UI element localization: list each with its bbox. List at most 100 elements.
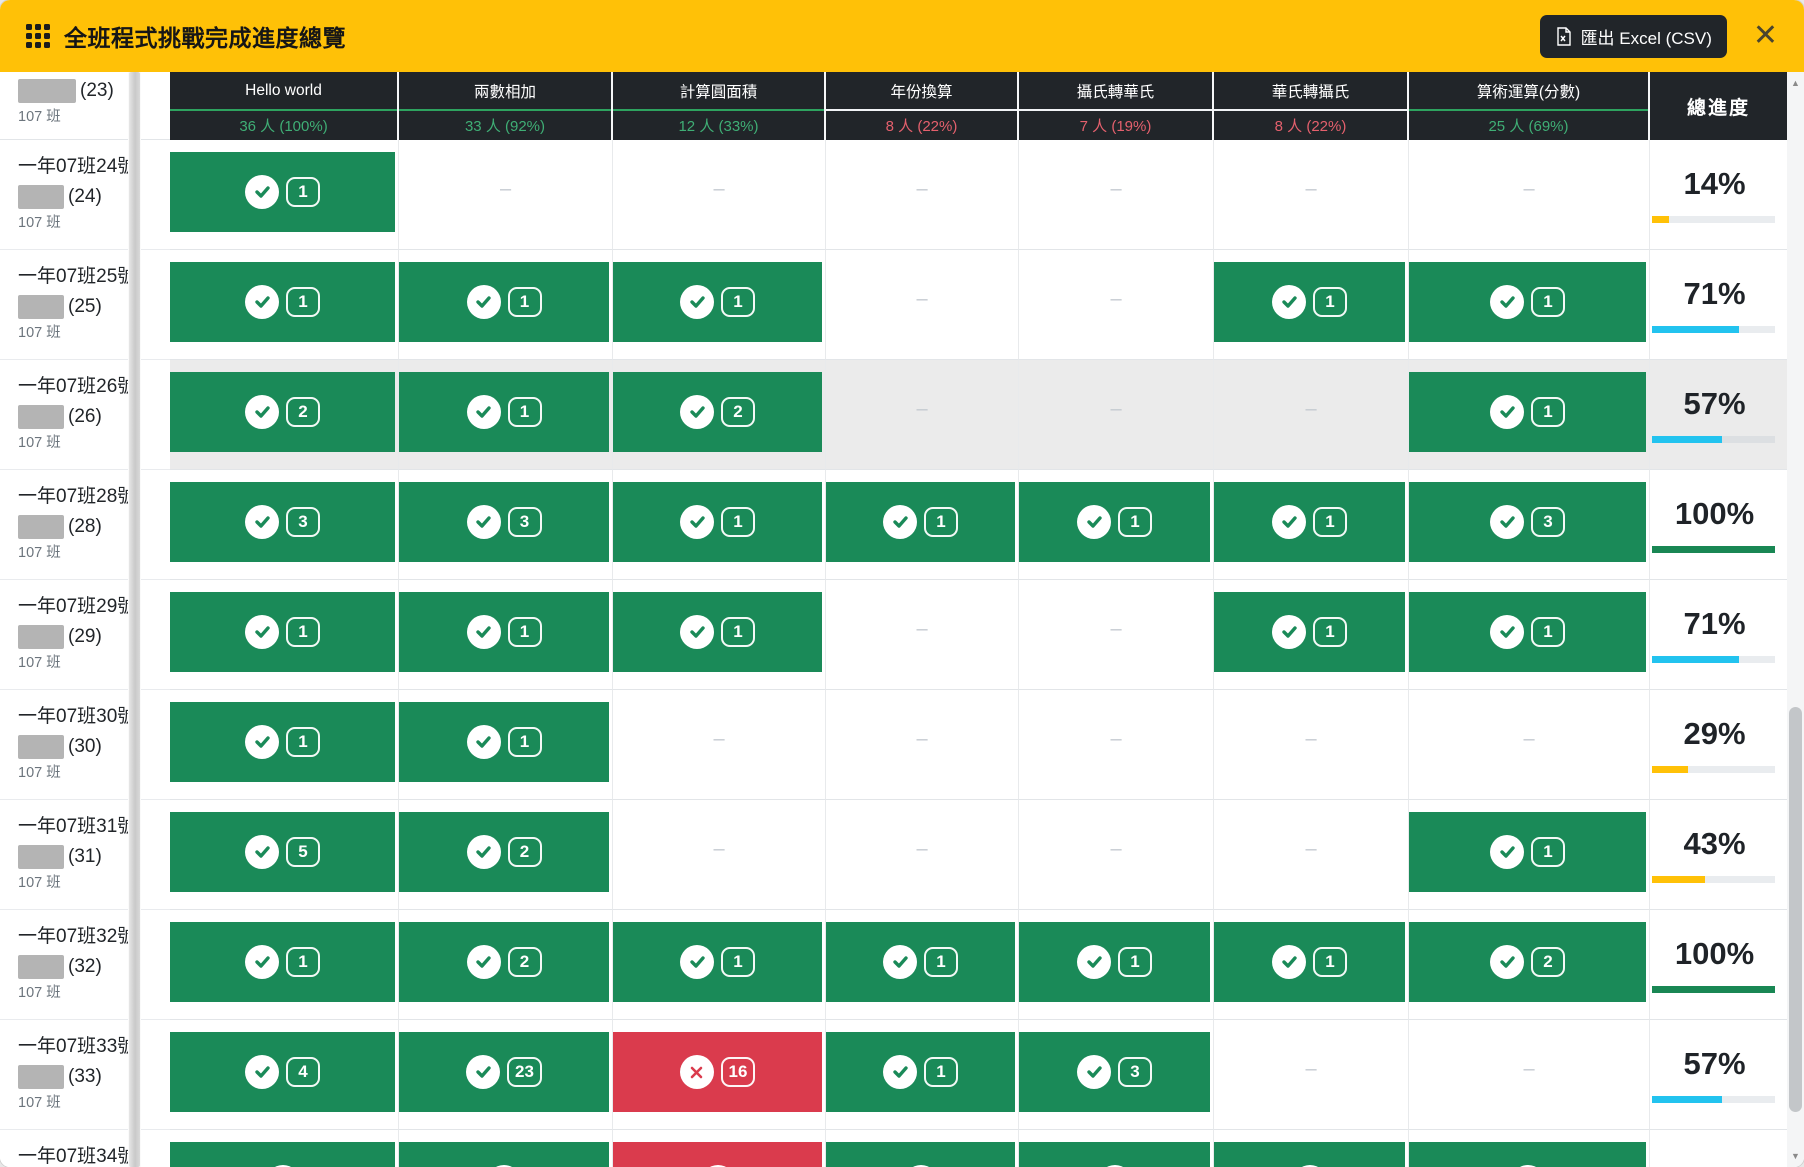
sidebar-student-row: 一年07班31號 (31) 107 班 bbox=[0, 800, 170, 910]
pass-cell-fill: 2 bbox=[399, 812, 609, 892]
export-csv-button[interactable]: 匯出 Excel (CSV) bbox=[1539, 14, 1727, 58]
vertical-scrollbar-thumb[interactable] bbox=[1789, 707, 1802, 1113]
challenge-cell: 2 bbox=[1409, 910, 1650, 1020]
pass-check-icon bbox=[466, 395, 501, 429]
modal-header-left: 全班程式挑戰完成進度總覽 bbox=[26, 19, 346, 53]
challenge-cell: 1 bbox=[1409, 800, 1650, 910]
sidebar-student-partial: (23) 107 班 bbox=[0, 72, 170, 140]
progress-bar-track bbox=[1652, 216, 1775, 223]
pass-check-icon bbox=[1490, 835, 1524, 869]
pass-cell-fill bbox=[826, 1142, 1015, 1167]
pass-check-icon bbox=[466, 945, 501, 979]
empty-cell-dash: – bbox=[1110, 288, 1122, 310]
progress-bar-track bbox=[1652, 546, 1775, 553]
attempt-count-badge: 16 bbox=[720, 1057, 756, 1087]
challenge-cell: 2 bbox=[399, 910, 613, 1020]
empty-cell-dash: – bbox=[916, 618, 928, 640]
attempt-count-badge: 1 bbox=[507, 617, 542, 647]
student-number: (25) bbox=[68, 296, 102, 317]
attempt-count-badge: 1 bbox=[507, 287, 542, 317]
empty-cell-dash: – bbox=[916, 838, 928, 860]
challenge-cell: 1 bbox=[613, 470, 826, 580]
attempt-count-badge: 1 bbox=[286, 287, 320, 317]
scroll-up-icon[interactable]: ▲ bbox=[1791, 78, 1800, 88]
redacted-name bbox=[18, 295, 64, 319]
attempt-count-badge: 1 bbox=[1531, 617, 1565, 647]
pass-check-icon bbox=[680, 945, 714, 979]
pass-cell-fill: 1 bbox=[826, 1032, 1015, 1112]
student-id-line: 一年07班25號 bbox=[18, 266, 137, 287]
pass-cell-fill: 1 bbox=[170, 152, 395, 232]
pass-check-icon bbox=[1490, 615, 1524, 649]
pass-check-icon bbox=[245, 725, 279, 759]
student-class-label: 107 班 bbox=[18, 215, 61, 231]
pass-check-icon bbox=[245, 175, 279, 209]
challenge-cell: – bbox=[826, 580, 1019, 690]
empty-cell-dash: – bbox=[916, 178, 928, 200]
column-header-underline bbox=[1409, 109, 1648, 111]
challenge-cell: 1 bbox=[1214, 250, 1409, 360]
student-class-label: 107 班 bbox=[18, 875, 61, 891]
progress-cell: 14% bbox=[1650, 140, 1787, 250]
scroll-down-icon[interactable]: ▼ bbox=[1791, 1151, 1800, 1161]
sidebar-student-row: 一年07班25號 (25) 107 班 bbox=[0, 250, 170, 360]
challenge-cell: 1 bbox=[826, 470, 1019, 580]
attempt-count-badge: 1 bbox=[721, 617, 755, 647]
pass-cell-fill: 1 bbox=[1214, 922, 1405, 1002]
vertical-scrollbar[interactable]: ▲ ▼ bbox=[1787, 72, 1804, 1167]
attempt-count-badge: 3 bbox=[507, 507, 542, 537]
column-header-label: 算術運算(分數) bbox=[1476, 83, 1581, 101]
close-icon[interactable]: ✕ bbox=[1752, 19, 1778, 52]
empty-cell-dash: – bbox=[499, 178, 512, 200]
challenge-cell bbox=[1019, 1130, 1214, 1167]
pass-cell-fill: 2 bbox=[399, 922, 609, 1002]
redacted-name bbox=[18, 625, 64, 649]
progress-bar-fill bbox=[1652, 326, 1740, 333]
attempt-count-badge: 1 bbox=[507, 727, 542, 757]
fail-cell-fill: 16 bbox=[613, 1032, 822, 1112]
column-header-label: Hello world bbox=[245, 81, 322, 99]
challenge-cell: 23 bbox=[399, 1020, 613, 1130]
column-header-label: 華氏轉攝氏 bbox=[1271, 83, 1350, 101]
challenge-cell: – bbox=[1214, 690, 1409, 800]
pass-check-icon bbox=[680, 505, 714, 539]
progress-bar-track bbox=[1652, 766, 1775, 773]
sidebar-scrollbar[interactable] bbox=[128, 72, 141, 1167]
challenge-cell bbox=[170, 1130, 399, 1167]
progress-percent: 29% bbox=[1683, 716, 1746, 751]
empty-cell-dash: – bbox=[1305, 838, 1317, 860]
challenge-cell: 1 bbox=[613, 250, 826, 360]
pass-cell-fill: 1 bbox=[1214, 262, 1405, 342]
challenge-cell: – bbox=[1019, 690, 1214, 800]
pass-check-icon bbox=[1272, 505, 1306, 539]
pass-check-icon bbox=[883, 945, 917, 979]
pass-check-icon bbox=[245, 395, 279, 429]
challenge-cell: 1 bbox=[1409, 580, 1650, 690]
sidebar-scrollbar-thumb[interactable] bbox=[129, 72, 140, 1167]
empty-cell-dash: – bbox=[713, 728, 725, 750]
empty-cell-dash: – bbox=[1305, 178, 1317, 200]
pass-cell-fill: 1 bbox=[170, 922, 395, 1002]
pass-check-icon bbox=[1490, 945, 1524, 979]
redacted-name bbox=[18, 1065, 64, 1089]
redacted-name bbox=[18, 845, 64, 869]
attempt-count-badge: 1 bbox=[721, 287, 755, 317]
excel-file-icon bbox=[1555, 26, 1572, 46]
empty-cell-dash: – bbox=[916, 288, 928, 310]
redacted-name bbox=[18, 405, 64, 429]
pass-check-icon bbox=[265, 1165, 300, 1167]
challenge-cell: 1 bbox=[170, 580, 399, 690]
progress-table-area: (23) 107 班 Hello world 36 人 (100%) 兩數相加 33 人 … bbox=[0, 72, 1804, 1167]
challenge-cell: 2 bbox=[613, 360, 826, 470]
student-number: (28) bbox=[68, 516, 102, 537]
student-class-label: 107 班 bbox=[18, 435, 61, 451]
pass-check-icon bbox=[245, 505, 279, 539]
column-header: 攝氏轉華氏 7 人 (19%) bbox=[1019, 72, 1214, 140]
empty-cell-dash: – bbox=[1305, 728, 1317, 750]
progress-cell: 57% bbox=[1650, 1020, 1787, 1130]
progress-percent: 71% bbox=[1683, 276, 1746, 311]
progress-bar-track bbox=[1652, 326, 1775, 333]
challenge-cell: – bbox=[1019, 140, 1214, 250]
pass-cell-fill: 3 bbox=[1409, 482, 1646, 562]
